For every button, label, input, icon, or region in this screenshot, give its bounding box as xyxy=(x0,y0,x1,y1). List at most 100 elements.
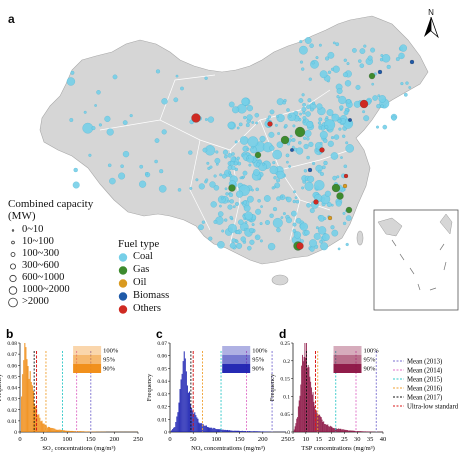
y-tick-label: 0.04 xyxy=(7,386,17,392)
histogram-bar xyxy=(68,430,70,432)
coal-plant-dot xyxy=(317,226,327,235)
coal-plant-dot xyxy=(175,74,179,78)
coal-plant-dot xyxy=(234,167,238,172)
panel-a-letter: a xyxy=(8,12,15,26)
histogram-bar xyxy=(297,417,298,432)
histogram-bar xyxy=(188,391,191,432)
histogram-bar xyxy=(177,412,179,432)
histogram-bar xyxy=(66,430,68,432)
x-tick-label: 0 xyxy=(168,436,171,443)
y-tick-label: 0.05 xyxy=(157,366,167,372)
histogram-bar xyxy=(324,423,325,432)
coal-plant-dot xyxy=(259,239,263,243)
coal-plant-dot xyxy=(399,44,407,52)
coal-plant-dot xyxy=(232,205,236,209)
histogram-bar xyxy=(323,421,325,432)
coal-plant-dot xyxy=(82,122,94,134)
coal-plant-dot xyxy=(242,151,246,156)
coal-plant-dot xyxy=(112,74,118,80)
histogram-bar xyxy=(347,430,349,432)
histogram-bar xyxy=(220,429,222,432)
histogram-bar xyxy=(253,431,255,432)
capacity-legend-label: 0~10 xyxy=(22,224,44,235)
coal-plant-dot xyxy=(313,232,321,240)
histogram-bar xyxy=(296,418,298,432)
coal-plant-dot xyxy=(285,153,290,158)
coal-plant-dot xyxy=(217,195,226,204)
histogram-bar xyxy=(255,431,257,432)
histogram-bar xyxy=(232,430,234,432)
histogram-bar xyxy=(60,429,62,432)
histogram-bar xyxy=(333,428,335,432)
coal-plant-dot xyxy=(295,217,302,224)
coal-plant-dot xyxy=(268,131,275,138)
coal-plant-dot xyxy=(248,163,252,167)
percentile-label: 90% xyxy=(103,366,116,373)
coal-plant-dot xyxy=(98,123,102,127)
coal-plant-dot xyxy=(104,115,111,122)
y-axis-label: Frequency xyxy=(0,373,3,401)
coal-plant-dot xyxy=(188,150,193,155)
histogram-bar xyxy=(299,395,301,432)
histogram-bar xyxy=(248,431,250,432)
coal-plant-dot xyxy=(161,129,167,135)
coal-plant-dot xyxy=(245,123,250,128)
x-tick-label: 15 xyxy=(315,436,322,443)
coal-plant-dot xyxy=(358,59,362,63)
coal-plant-dot xyxy=(236,156,240,160)
histogram-bar xyxy=(311,387,312,432)
coal-plant-dot xyxy=(336,175,340,179)
histogram-bar xyxy=(365,431,366,432)
histogram-bar xyxy=(231,430,233,432)
panel-letter: c xyxy=(156,327,163,341)
coal-plant-dot xyxy=(320,242,329,251)
histogram-bar xyxy=(241,430,243,432)
coal-plant-dot xyxy=(228,171,231,175)
histogram-bar xyxy=(321,419,323,432)
coal-plant-dot xyxy=(325,116,329,120)
histogram-bar xyxy=(355,430,357,432)
histogram-bar xyxy=(192,410,194,432)
fuel-dot-icon xyxy=(118,291,128,301)
histogram-bar xyxy=(308,367,310,432)
histogram-bar xyxy=(304,343,306,432)
coal-plant-dot xyxy=(202,147,208,153)
coal-plant-dot xyxy=(335,200,342,207)
coal-plant-dot xyxy=(276,227,281,233)
coal-plant-dot xyxy=(343,164,348,169)
histogram-bar xyxy=(325,424,327,432)
coal-plant-dot xyxy=(342,72,348,78)
coal-plant-dot xyxy=(195,178,199,182)
coal-plant-dot xyxy=(372,95,378,101)
histogram-bar xyxy=(81,431,83,432)
coal-plant-dot xyxy=(336,88,343,94)
coal-plant-dot xyxy=(122,120,128,125)
histogram-bar xyxy=(360,431,362,432)
coal-plant-dot xyxy=(235,202,239,206)
coal-plant-dot xyxy=(235,230,240,235)
mean-legend-label: Mean (2016) xyxy=(407,385,442,392)
coal-plant-dot xyxy=(400,82,404,86)
coal-plant-dot xyxy=(343,110,349,116)
coal-plant-dot xyxy=(318,117,323,122)
capacity-legend-item: 300~600 xyxy=(8,260,93,272)
coal-plant-dot xyxy=(129,114,133,118)
coal-plant-dot xyxy=(301,67,305,71)
coal-plant-dot xyxy=(255,208,262,215)
north-arrow-icon xyxy=(424,16,439,39)
coal-plant-dot xyxy=(66,77,76,86)
coal-plant-dot xyxy=(301,93,305,97)
coal-plant-dot xyxy=(246,147,250,151)
coal-plant-dot xyxy=(262,162,265,166)
histogram-bar xyxy=(182,361,184,432)
coal-plant-dot xyxy=(353,100,361,108)
capacity-legend-item: 1000~2000 xyxy=(8,284,93,296)
coal-plant-dot xyxy=(309,208,315,214)
histogram-bar xyxy=(31,385,33,432)
coal-plant-dot xyxy=(286,196,292,203)
histogram-bar xyxy=(294,426,296,432)
coal-plant-dot xyxy=(230,156,236,162)
fuel-legend-label: Others xyxy=(133,303,161,314)
histogram-bar xyxy=(40,421,42,432)
